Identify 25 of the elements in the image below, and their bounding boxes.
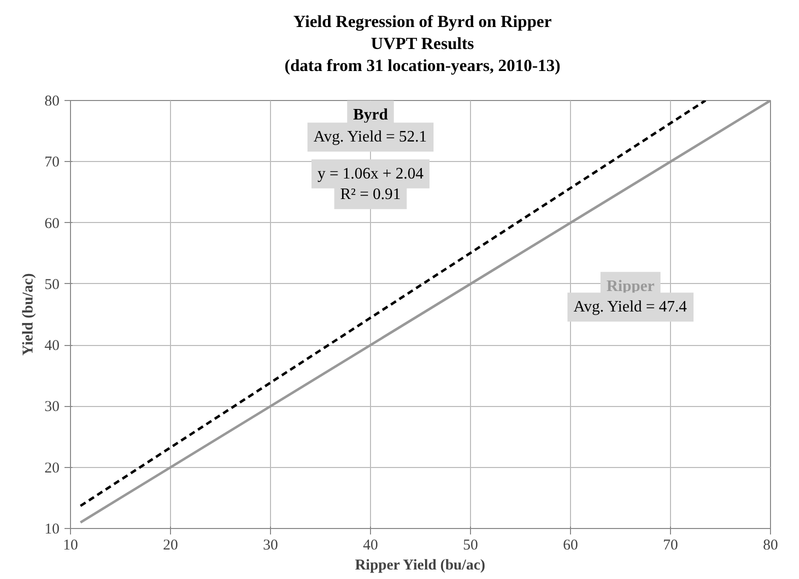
y-tick-label: 70 xyxy=(44,154,60,171)
chart-title: Yield Regression of Byrd on Ripper UVPT Results (data from 31 location-years, 2010-13) xyxy=(284,11,560,78)
y-tick-label: 30 xyxy=(44,399,60,416)
y-tick-label: 10 xyxy=(44,522,60,538)
x-tick-label: 40 xyxy=(363,538,378,554)
y-tick-label: 60 xyxy=(44,216,60,232)
x-axis-title: Ripper Yield (bu/ac) xyxy=(354,558,486,574)
y-tick-label: 80 xyxy=(44,94,60,110)
y-axis-title: Yield (bu/ac) xyxy=(20,273,36,356)
x-tick-label: 80 xyxy=(763,538,778,554)
text: Byrd xyxy=(353,106,388,124)
x-tick-label: 10 xyxy=(63,538,78,554)
x-tick-label: 50 xyxy=(463,538,478,554)
y-tick-label: 40 xyxy=(44,338,60,354)
x-tick-label: 60 xyxy=(563,538,578,554)
annotation: y = 1.06x + 2.04 xyxy=(317,165,424,182)
y-tick-label: 50 xyxy=(44,276,60,293)
annotation: Avg. Yield = 47.4 xyxy=(573,298,687,316)
annotation: R² = 0.91 xyxy=(340,186,401,204)
x-tick-label: 70 xyxy=(663,538,678,554)
text: Ripper xyxy=(606,278,654,295)
x-tick-label: 20 xyxy=(163,538,178,554)
y-tick-label: 20 xyxy=(44,460,60,476)
x-tick-label: 30 xyxy=(263,538,278,554)
annotation: Avg. Yield = 52.1 xyxy=(313,128,427,146)
